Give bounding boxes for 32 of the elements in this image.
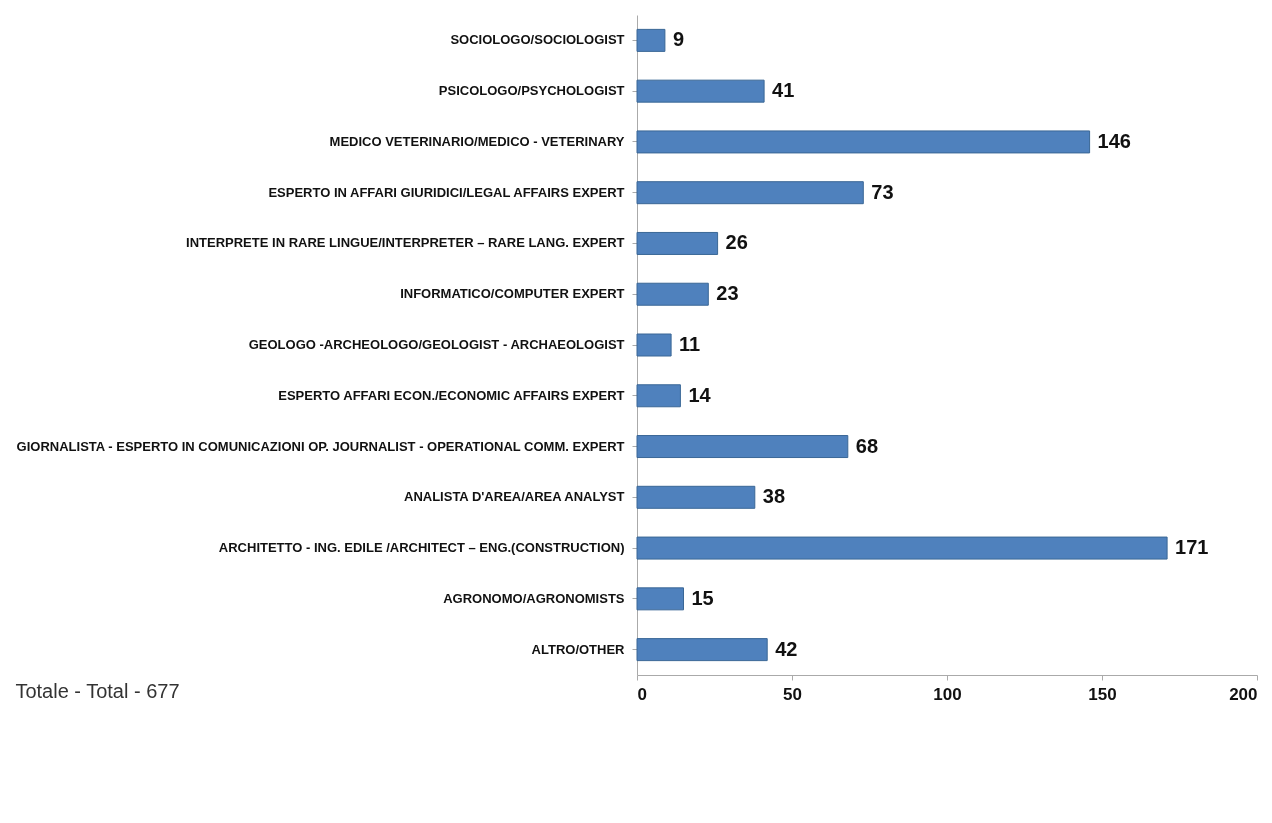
y-tick-label: INTERPRETE IN RARE LINGUE/INTERPRETER – RARE LANG. EXPERT — [186, 235, 625, 251]
data-label: 26 — [725, 231, 748, 254]
y-tick-label: GIORNALISTA - ESPERTO IN COMUNICAZIONI OP. JOURNALIST - OPERATIONAL COMM. EXPERT — [16, 438, 625, 454]
x-tick-label: 0 — [637, 684, 647, 704]
y-tick-label: SOCIOLOGO/SOCIOLOGIST — [450, 32, 625, 48]
data-label: 9 — [672, 28, 685, 51]
y-tick-label: ANALISTA D'AREA/AREA ANALYST — [404, 489, 625, 505]
data-label: 23 — [716, 282, 739, 305]
data-label: 42 — [775, 637, 798, 660]
data-label: 171 — [1175, 536, 1209, 559]
y-tick-label: ARCHITETTO - ING. EDILE /ARCHITECT – ENG.(CONSTRUCTION) — [218, 540, 625, 556]
data-label: 15 — [691, 586, 714, 609]
y-tick-label: ESPERTO AFFARI ECON./ECONOMIC AFFAIRS EXPERT — [278, 387, 625, 403]
y-tick-label: GEOLOGO -ARCHEOLOGO/GEOLOGIST - ARCHAEOLOGIST — [248, 337, 625, 352]
text: Totale - Total - 677 — [15, 680, 180, 702]
data-label: 41 — [772, 79, 795, 102]
y-tick-label: ALTRO/OTHER — [531, 641, 626, 657]
data-label: 73 — [871, 180, 894, 203]
data-label: 146 — [1097, 129, 1131, 152]
y-tick-label: AGRONOMO/AGRONOMISTS — [443, 590, 625, 606]
data-label: 38 — [762, 485, 786, 508]
data-label: 68 — [855, 434, 879, 457]
y-tick-label: PSICOLOGO/PSYCHOLOGIST — [438, 83, 625, 99]
data-label: 14 — [688, 383, 712, 406]
x-tick-label: 50 — [783, 684, 802, 704]
y-tick-label: MEDICO VETERINARIO/MEDICO - VETERINARY — [329, 133, 625, 149]
y-tick-label: ESPERTO IN AFFARI GIURIDICI/LEGAL AFFAIRS EXPERT — [268, 184, 625, 200]
x-tick-label: 150 — [1088, 684, 1117, 704]
y-tick-label: INFORMATICO/COMPUTER EXPERT — [400, 286, 625, 302]
x-tick-label: 100 — [933, 684, 962, 704]
data-label: 11 — [679, 333, 701, 355]
x-tick-label: 200 — [1229, 684, 1258, 704]
